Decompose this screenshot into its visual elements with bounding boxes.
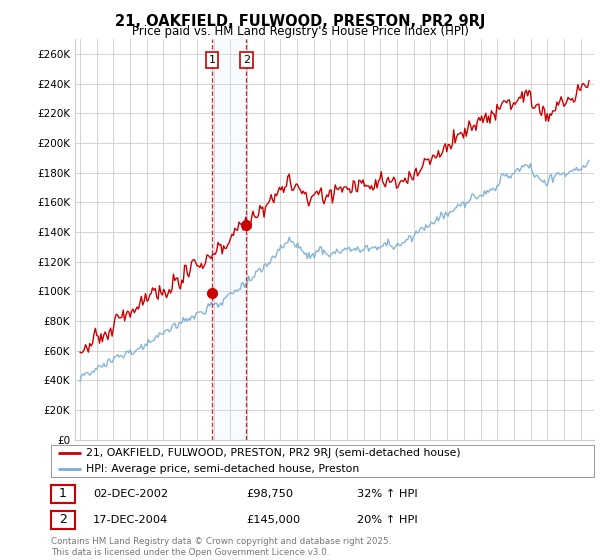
Text: 20% ↑ HPI: 20% ↑ HPI [357, 515, 418, 525]
Bar [212, 39, 246, 440]
Text: 2: 2 [59, 513, 67, 526]
Text: 21, OAKFIELD, FULWOOD, PRESTON, PR2 9RJ (semi-detached house): 21, OAKFIELD, FULWOOD, PRESTON, PR2 9RJ … [86, 448, 461, 458]
Text: 32% ↑ HPI: 32% ↑ HPI [357, 489, 418, 499]
Text: 1: 1 [209, 55, 215, 65]
Text: Contains HM Land Registry data © Crown copyright and database right 2025.
This d: Contains HM Land Registry data © Crown c… [51, 537, 391, 557]
Text: HPI: Average price, semi-detached house, Preston: HPI: Average price, semi-detached house,… [86, 464, 359, 474]
Text: £98,750: £98,750 [246, 489, 293, 499]
Text: 1: 1 [59, 487, 67, 501]
Text: 17-DEC-2004: 17-DEC-2004 [93, 515, 168, 525]
Text: 2: 2 [242, 55, 250, 65]
Text: £145,000: £145,000 [246, 515, 300, 525]
Text: Price paid vs. HM Land Registry's House Price Index (HPI): Price paid vs. HM Land Registry's House … [131, 25, 469, 38]
Text: 02-DEC-2002: 02-DEC-2002 [93, 489, 168, 499]
Text: 21, OAKFIELD, FULWOOD, PRESTON, PR2 9RJ: 21, OAKFIELD, FULWOOD, PRESTON, PR2 9RJ [115, 14, 485, 29]
